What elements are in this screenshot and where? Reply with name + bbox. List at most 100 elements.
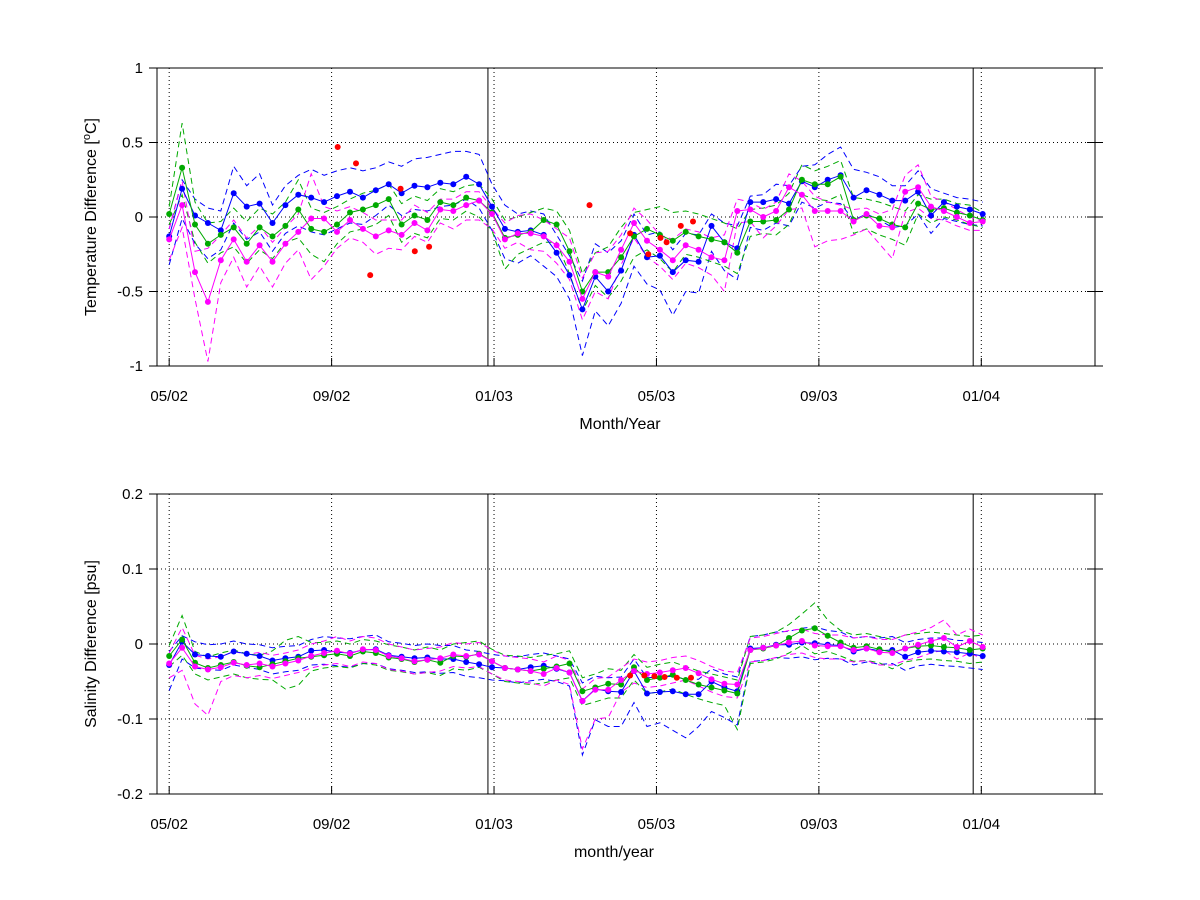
temperature-panel: -1 -0.5 0 0.5 1 05/02 09/02 01/03 05/03 09/03 01/0… — [81, 60, 1103, 433]
salinity-data-point — [489, 664, 495, 671]
temperature-data-point — [398, 190, 405, 197]
salinity-data-point — [269, 663, 276, 670]
salinity-red-marker — [627, 672, 634, 679]
salinity-data-point — [398, 655, 405, 662]
temperature-data-point — [308, 194, 315, 201]
salinity-y-tick-label: -0.2 — [117, 786, 143, 803]
temperature-data-point — [359, 206, 366, 213]
temperature-data-point — [230, 190, 237, 197]
salinity-data-point — [656, 669, 663, 676]
temperature-data-point — [734, 249, 741, 256]
salinity-data-point — [256, 660, 263, 667]
salinity-y-tick-label: 0 — [135, 636, 143, 653]
temperature-data-point — [230, 224, 237, 231]
salinity-series — [166, 602, 986, 757]
temperature-data-point — [450, 181, 457, 188]
temperature-data-point — [424, 184, 431, 191]
temperature-data-point — [334, 228, 340, 235]
salinity-data-point — [837, 643, 844, 650]
salinity-data-point — [734, 690, 741, 697]
salinity-data-point — [979, 653, 986, 659]
temperature-data-point — [359, 225, 366, 232]
temperature-data-point — [747, 206, 754, 213]
temperature-data-point — [282, 222, 289, 229]
temperature-data-point — [398, 231, 405, 238]
temperature-data-point — [282, 202, 289, 209]
salinity-data-point — [915, 649, 922, 656]
temperature-data-point — [476, 181, 483, 188]
salinity-data-point — [786, 635, 792, 641]
temperature-red-marker — [411, 248, 418, 255]
temperature-data-point — [734, 208, 741, 214]
temperature-data-point — [192, 269, 198, 276]
temperature-data-point — [850, 194, 857, 201]
temperature-x-tick-label: 05/02 — [150, 388, 188, 405]
salinity-data-point — [476, 661, 483, 668]
salinity-data-point — [811, 625, 818, 632]
temperature-data-point — [179, 185, 186, 192]
salinity-data-point — [669, 688, 676, 695]
salinity-series-line-7 — [168, 619, 983, 690]
salinity-data-point — [424, 656, 431, 663]
temperature-red-points — [334, 144, 696, 279]
temperature-data-point — [566, 272, 573, 279]
temperature-data-point — [928, 212, 934, 219]
salinity-data-point — [695, 681, 702, 688]
temperature-data-point — [682, 242, 689, 249]
salinity-data-point — [166, 653, 173, 659]
temperature-red-marker — [663, 239, 670, 246]
salinity-series-line-2 — [168, 637, 983, 702]
temperature-x-tick-label: 09/02 — [313, 388, 351, 405]
salinity-data-point — [566, 660, 573, 667]
salinity-data-point — [798, 638, 805, 644]
temperature-data-point — [424, 217, 431, 223]
salinity-y-tick-label: 0.1 — [122, 561, 143, 578]
temperature-data-point — [269, 220, 276, 226]
salinity-data-point — [734, 681, 741, 688]
salinity-data-point — [798, 627, 805, 634]
salinity-data-point — [243, 650, 250, 657]
salinity-data-point — [230, 659, 237, 666]
temperature-red-marker — [645, 251, 652, 258]
temperature-data-point — [489, 211, 495, 217]
temperature-data-point — [347, 188, 353, 195]
temperature-data-point — [605, 273, 612, 280]
temperature-data-point — [863, 211, 870, 217]
temperature-data-point — [308, 225, 315, 232]
salinity-data-point — [450, 651, 457, 658]
salinity-data-point — [204, 653, 211, 659]
salinity-data-point — [605, 680, 612, 687]
salinity-x-tick-label: 09/03 — [800, 816, 838, 833]
temperature-data-point — [295, 228, 302, 235]
temperature-data-point — [592, 269, 599, 276]
temperature-data-point — [282, 240, 289, 247]
temperature-series-line-1 — [168, 167, 983, 293]
temperature-data-point — [669, 237, 676, 244]
salinity-data-point — [682, 677, 689, 683]
salinity-data-point — [217, 664, 224, 671]
salinity-data-point — [760, 644, 767, 651]
temperature-data-point — [256, 242, 263, 249]
temperature-data-point — [721, 239, 728, 246]
temperature-data-point — [411, 212, 418, 219]
salinity-data-point — [527, 668, 534, 674]
temperature-data-point — [437, 206, 444, 213]
temperature-red-marker — [677, 222, 684, 229]
salinity-data-point — [979, 644, 986, 650]
salinity-data-point — [256, 653, 263, 659]
temperature-data-point — [889, 197, 896, 204]
temperature-data-point — [256, 200, 263, 207]
temperature-data-point — [372, 187, 379, 194]
temperature-series-line-0 — [168, 174, 983, 311]
temperature-data-point — [837, 173, 844, 180]
temperature-data-point — [966, 206, 973, 213]
salinity-x-tick-label: 01/03 — [475, 816, 513, 833]
temperature-data-point — [269, 233, 276, 240]
salinity-data-point — [514, 666, 521, 673]
salinity-data-point — [334, 647, 340, 654]
salinity-data-point — [243, 662, 250, 668]
temperature-data-point — [747, 199, 754, 206]
temperature-data-point — [166, 211, 173, 217]
temperature-red-marker — [690, 218, 696, 225]
temperature-series-line-8 — [168, 207, 983, 362]
